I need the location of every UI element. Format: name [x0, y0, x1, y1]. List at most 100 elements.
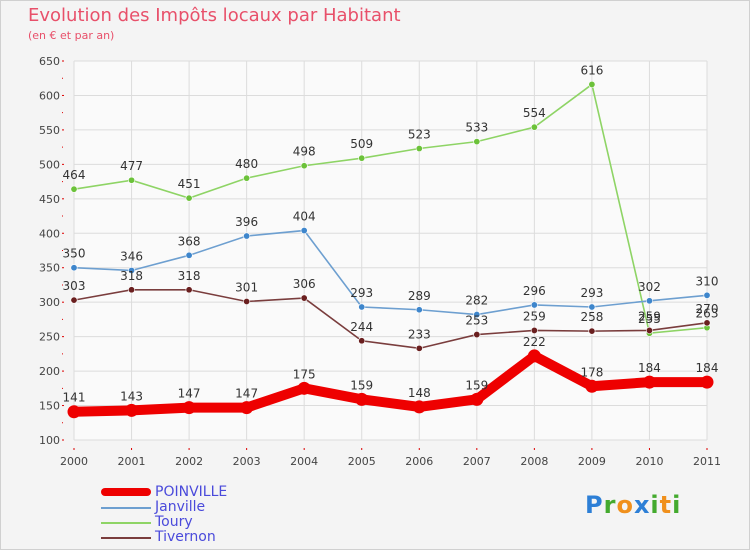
janville-point [415, 306, 423, 314]
janville-point [70, 264, 78, 272]
toury-data-label: 616 [580, 63, 603, 77]
toury-data-label: 451 [178, 177, 201, 191]
y-tick-label: 100 [39, 434, 60, 447]
legend: POINVILLE Janville Toury Tivernon [101, 485, 301, 545]
tivernon-data-label: 318 [120, 269, 143, 283]
toury-point [588, 80, 596, 88]
poinville-data-label: 147 [178, 387, 201, 401]
janville-point [300, 227, 308, 235]
x-tick-label: 2001 [118, 455, 146, 468]
poinville-point [125, 403, 139, 417]
logo-letter: P [585, 491, 604, 519]
legend-label: Janville [155, 499, 206, 515]
janville-data-label: 368 [178, 234, 201, 248]
tivernon-point [358, 337, 366, 345]
tivernon-point [300, 294, 308, 302]
toury-data-label: 263 [696, 307, 719, 321]
poinville-point [700, 375, 714, 389]
poinville-data-label: 175 [293, 367, 316, 381]
legend-label: Toury [155, 514, 193, 530]
toury-point [300, 162, 308, 170]
tivernon-point [128, 286, 136, 294]
tivernon-data-label: 259 [523, 309, 546, 323]
poinville-point [240, 401, 254, 415]
x-tick-label: 2005 [348, 455, 376, 468]
tivernon-data-label: 303 [63, 279, 86, 293]
x-tick-label: 2008 [520, 455, 548, 468]
tivernon-data-label: 244 [350, 320, 373, 334]
x-tick-label: 2000 [60, 455, 88, 468]
poinville-data-label: 184 [638, 361, 661, 375]
tivernon-point [243, 297, 251, 305]
logo-letter: x [633, 491, 651, 519]
tivernon-data-label: 270 [696, 302, 719, 316]
janville-data-label: 282 [465, 294, 488, 308]
poinville-point [182, 401, 196, 415]
janville-point [703, 291, 711, 299]
toury-data-label: 533 [465, 121, 488, 135]
x-tick-label: 2007 [463, 455, 491, 468]
chart-subtitle: (en € et par an) [28, 29, 115, 42]
janville-data-label: 346 [120, 249, 143, 263]
toury-data-label: 464 [63, 168, 86, 182]
legend-label: Tivernon [155, 529, 216, 545]
poinville-data-label: 141 [63, 391, 86, 405]
toury-line [73, 83, 708, 335]
y-tick-label: 500 [39, 158, 60, 171]
toury-data-label: 255 [638, 312, 661, 326]
toury-point [530, 123, 538, 131]
poinville-data-label: 143 [120, 389, 143, 403]
legend-swatch [101, 522, 151, 524]
toury-data-label: 498 [293, 145, 316, 159]
logo-letter: r [603, 491, 617, 519]
poinville-data-label: 178 [580, 365, 603, 379]
janville-data-label: 302 [638, 280, 661, 294]
poinville-point [470, 392, 484, 406]
x-tick-label: 2006 [405, 455, 433, 468]
data-labels: 464 477 451 480 498 509 523 533 554 616 255 263 350 3… [63, 63, 719, 404]
janville-point [473, 311, 481, 319]
toury-data-label: 523 [408, 128, 431, 142]
chart-title: Evolution des Impôts locaux par Habitant [28, 5, 401, 26]
poinville-line [69, 350, 712, 417]
janville-point [588, 303, 596, 311]
tivernon-point [588, 327, 596, 335]
tivernon-point [473, 331, 481, 339]
janville-point [128, 266, 136, 274]
poinville-data-label: 148 [408, 386, 431, 400]
toury-data-label: 480 [235, 157, 258, 171]
toury-data-label: 554 [523, 106, 546, 120]
janville-data-label: 404 [293, 210, 316, 224]
toury-point [70, 185, 78, 193]
x-tick-label: 2002 [175, 455, 203, 468]
axes: 1001502002503003504004505005506006502000… [39, 55, 721, 468]
legend-swatch [101, 537, 151, 539]
toury-data-label: 509 [350, 137, 373, 151]
tivernon-line [73, 288, 708, 350]
janville-point [358, 303, 366, 311]
toury-point [185, 194, 193, 202]
janville-point [243, 232, 251, 240]
legend-item: Toury [101, 515, 301, 530]
proxiti-logo: Proxiti [585, 491, 681, 519]
janville-point [185, 251, 193, 259]
logo-letter: t [659, 491, 673, 519]
tivernon-data-label: 259 [638, 309, 661, 323]
y-tick-label: 650 [39, 55, 60, 68]
x-tick-label: 2004 [290, 455, 318, 468]
toury-point [473, 138, 481, 146]
poinville-point [355, 392, 369, 406]
janville-data-label: 293 [350, 286, 373, 300]
x-tick-label: 2003 [233, 455, 261, 468]
toury-point [128, 176, 136, 184]
toury-point [358, 154, 366, 162]
tivernon-point [645, 326, 653, 334]
legend-swatch [101, 488, 151, 496]
janville-data-label: 289 [408, 289, 431, 303]
poinville-data-label: 147 [235, 387, 258, 401]
tivernon-point [185, 286, 193, 294]
poinville-data-label: 184 [696, 361, 719, 375]
tivernon-data-label: 233 [408, 327, 431, 341]
poinville-data-label: 159 [350, 378, 373, 392]
